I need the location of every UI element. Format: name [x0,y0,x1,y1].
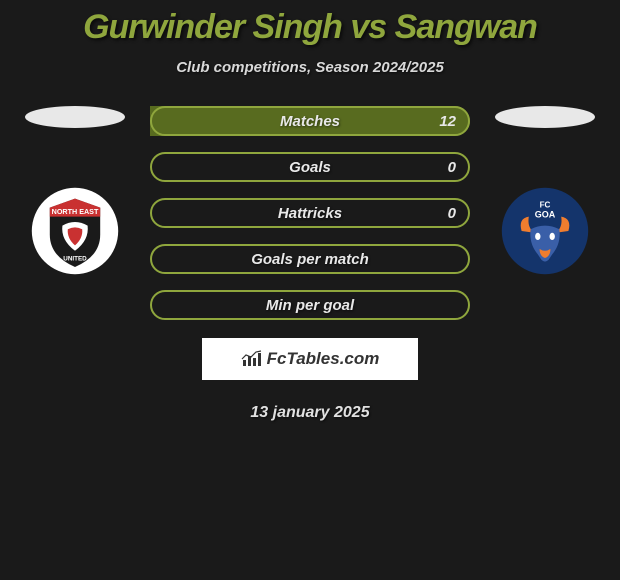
stat-right-value: 12 [439,113,456,130]
left-player-column: NORTH EAST UNITED [20,106,130,276]
comparison-layout: NORTH EAST UNITED Matches12Goals0Hattric… [0,106,620,320]
stat-label: Matches [150,113,470,130]
subtitle: Club competitions, Season 2024/2025 [0,59,620,76]
left-player-placeholder [25,106,125,128]
right-club-logo: FC GOA [500,186,590,276]
stat-row: Min per goal [150,290,470,320]
stat-label: Min per goal [150,297,470,314]
svg-text:GOA: GOA [535,210,556,220]
svg-text:FC: FC [540,201,551,210]
stats-column: Matches12Goals0Hattricks0Goals per match… [150,106,470,320]
branding-text: FcTables.com [267,349,380,369]
stat-row: Hattricks0 [150,198,470,228]
date-text: 13 january 2025 [0,404,620,422]
svg-text:UNITED: UNITED [63,256,87,263]
stat-label: Goals [150,159,470,176]
stat-row: Matches12 [150,106,470,136]
stat-right-value: 0 [448,159,456,176]
stat-label: Hattricks [150,205,470,222]
stat-row: Goals0 [150,152,470,182]
chart-icon [241,350,263,368]
right-player-column: FC GOA [490,106,600,276]
left-club-logo: NORTH EAST UNITED [30,186,120,276]
stat-right-value: 0 [448,205,456,222]
svg-text:NORTH EAST: NORTH EAST [52,207,99,216]
page-title: Gurwinder Singh vs Sangwan [0,0,620,47]
stat-row: Goals per match [150,244,470,274]
branding-box: FcTables.com [202,338,418,380]
stat-label: Goals per match [150,251,470,268]
right-player-placeholder [495,106,595,128]
